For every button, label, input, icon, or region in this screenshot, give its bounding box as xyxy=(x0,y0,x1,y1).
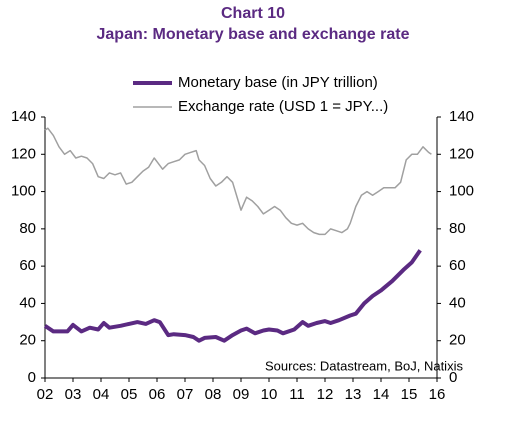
x-tick-label: 07 xyxy=(177,386,194,403)
y-tick-label: 60 xyxy=(19,257,36,274)
chart-title: Chart 10 xyxy=(221,5,285,22)
y-tick-label: 120 xyxy=(11,145,36,162)
x-tick-label: 15 xyxy=(401,386,418,403)
x-tick-label: 05 xyxy=(121,386,138,403)
x-tick-label: 14 xyxy=(373,386,390,403)
y-tick-label: 100 xyxy=(11,183,36,200)
y2-tick-label: 100 xyxy=(449,183,474,200)
x-tick-label: 09 xyxy=(233,386,250,403)
y2-tick-label: 120 xyxy=(449,145,474,162)
x-tick-label: 10 xyxy=(261,386,278,403)
y2-tick-label: 20 xyxy=(449,332,466,349)
y-tick-label: 40 xyxy=(19,294,36,311)
x-tick-label: 12 xyxy=(317,386,334,403)
x-tick-label: 13 xyxy=(345,386,362,403)
y2-tick-label: 80 xyxy=(449,220,466,237)
x-tick-label: 08 xyxy=(205,386,222,403)
y-tick-label: 140 xyxy=(11,108,36,125)
y-tick-label: 80 xyxy=(19,220,36,237)
x-tick-label: 16 xyxy=(429,386,446,403)
y-tick-label: 0 xyxy=(28,369,36,386)
x-tick-label: 11 xyxy=(289,386,305,403)
y2-tick-label: 60 xyxy=(449,257,466,274)
annotation: Sources: Datastream, BoJ, Natixis xyxy=(265,358,463,373)
legend-label: Exchange rate (USD 1 = JPY...) xyxy=(178,98,388,115)
series-line xyxy=(43,249,422,343)
series-line xyxy=(44,127,432,236)
x-tick-label: 03 xyxy=(65,386,82,403)
chart-subtitle: Japan: Monetary base and exchange rate xyxy=(97,26,410,43)
y2-tick-label: 0 xyxy=(449,369,457,386)
y2-tick-label: 40 xyxy=(449,294,466,311)
x-tick-label: 06 xyxy=(149,386,166,403)
x-tick-label: 02 xyxy=(37,386,54,403)
y2-tick-label: 140 xyxy=(449,108,474,125)
legend-label: Monetary base (in JPY trillion) xyxy=(178,74,378,91)
x-tick-label: 04 xyxy=(93,386,110,403)
y-tick-label: 20 xyxy=(19,332,36,349)
